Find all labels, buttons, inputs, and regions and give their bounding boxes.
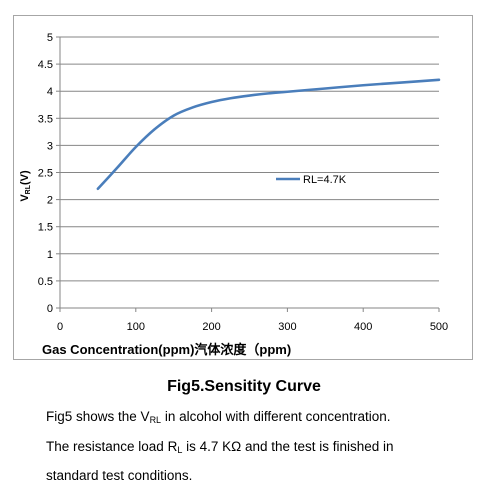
figure-caption-title: Fig5.Sensitity Curve: [167, 378, 321, 395]
y-tick-label: 2.5: [38, 168, 53, 180]
caption-line: Fig5 shows the VRL in alcohol with diffe…: [46, 409, 391, 425]
caption-text: is 4.7 KΩ and the test is finished in: [182, 439, 394, 454]
x-tick-label: 300: [278, 321, 296, 333]
x-tick-label: 100: [127, 321, 145, 333]
x-axis-title: Gas Concentration(ppm)汽体浓度（ppm): [42, 342, 291, 357]
x-tick-label: 400: [354, 321, 372, 333]
axes: [56, 36, 440, 312]
y-tick-label: 3: [47, 140, 53, 152]
y-tick-label: 2: [47, 195, 53, 207]
y-tick-label: 1: [47, 249, 53, 261]
series: [96, 78, 441, 191]
y-axis-title: VRL(V): [19, 170, 32, 202]
sensitivity-chart: 0 0.5 1 1.5 2 2.5 3 3.5 4 4.5 5 0 100 200 300 400 500 RL…: [19, 32, 448, 357]
y-tick-label: 0: [47, 303, 53, 315]
caption-text: in alcohol with different concentration.: [161, 409, 391, 424]
y-tick-label: 5: [47, 32, 53, 44]
y-tick-label: 0.5: [38, 276, 53, 288]
legend-label: RL=4.7K: [303, 174, 347, 186]
y-tick-label: 3.5: [38, 113, 53, 125]
x-tick-label: 500: [430, 321, 448, 333]
caption-subscript: L: [177, 445, 183, 455]
caption-line: standard test conditions.: [46, 468, 193, 483]
y-axis-title-sub: RL: [25, 184, 32, 194]
x-tick-label: 0: [57, 321, 63, 333]
caption-text: The resistance load R: [46, 439, 178, 454]
caption-subscript: RL: [149, 415, 162, 425]
caption-line: The resistance load RL is 4.7 KΩ and the…: [46, 439, 394, 455]
chart-area: 0 0.5 1 1.5 2 2.5 3 3.5 4 4.5 5 0 100 200 300 400 500 RL…: [13, 15, 473, 360]
y-tick-label: 1.5: [38, 222, 53, 234]
y-tick-label: 4: [47, 86, 53, 98]
y-tick-label: 4.5: [38, 59, 53, 71]
y-axis-title-main: V: [19, 194, 31, 202]
y-axis-title-suffix: (V): [19, 170, 31, 185]
x-tick-label: 200: [202, 321, 220, 333]
gridlines: [60, 36, 439, 282]
caption-text: Fig5 shows the V: [46, 409, 150, 424]
tick-labels: 0 0.5 1 1.5 2 2.5 3 3.5 4 4.5 5 0 100 200 300 400 500: [38, 32, 448, 333]
legend: RL=4.7K: [276, 174, 347, 186]
